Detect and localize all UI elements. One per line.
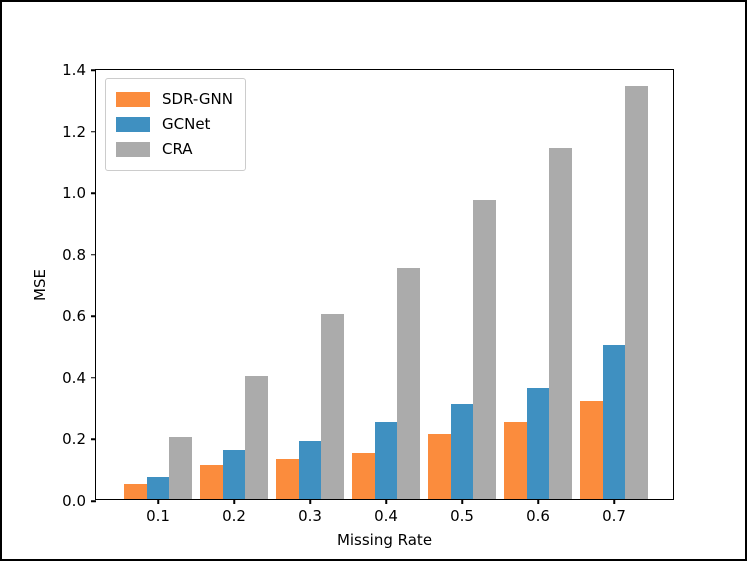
x-tick-label-0.4: 0.4: [374, 507, 398, 525]
y-tick-mark: [91, 315, 96, 318]
bar-gcnet-0.4: [374, 422, 398, 499]
x-tick-label-0.7: 0.7: [602, 507, 626, 525]
x-tick-mark: [385, 499, 387, 504]
y-tick-label-0.4: 0.4: [62, 368, 86, 387]
bar-cra-0.6: [549, 148, 573, 499]
bar-sdr-gnn-0.5: [427, 434, 451, 499]
plot-area: 0.0 0.2 0.4 0.6 0.8 1.0 1.2 1.4 0.1 0.2 0.3 0.4 0.5…: [31, 61, 674, 549]
bar-gcnet-0.7: [602, 345, 626, 499]
y-tick-mark: [91, 69, 96, 71]
x-tick-mark: [157, 499, 159, 504]
bar-sdr-gnn-0.2: [199, 465, 223, 499]
bar-sdr-gnn-0.3: [275, 458, 299, 499]
y-tick-label-0.6: 0.6: [62, 307, 86, 326]
y-tick-mark: [91, 438, 96, 441]
x-tick-mark: [537, 499, 539, 504]
legend-swatch-icon: [116, 142, 150, 157]
bar-sdr-gnn-0.4: [351, 452, 375, 499]
y-tick-label-1.2: 1.2: [62, 122, 86, 141]
legend-label: CRA: [162, 140, 193, 158]
x-tick-label-0.1: 0.1: [146, 507, 170, 525]
bar-cra-0.3: [321, 314, 345, 499]
legend-item-gcnet: GCNet: [116, 112, 233, 137]
legend-item-sdr-gnn: SDR-GNN: [116, 87, 233, 112]
bar-gcnet-0.5: [450, 403, 474, 499]
y-tick-mark: [91, 130, 96, 133]
legend-item-cra: CRA: [116, 137, 233, 162]
bar-cra-0.7: [625, 86, 649, 499]
legend-swatch-icon: [116, 117, 150, 132]
bar-cra-0.2: [245, 375, 269, 499]
bar-cra-0.1: [169, 437, 193, 499]
x-tick-mark: [309, 499, 311, 504]
y-tick-label-0.2: 0.2: [62, 430, 86, 449]
y-tick-mark: [91, 500, 96, 502]
x-tick-mark: [233, 499, 235, 504]
x-tick-label-0.3: 0.3: [298, 507, 322, 525]
y-tick-label-1.0: 1.0: [62, 184, 86, 203]
bar-gcnet-0.1: [146, 477, 170, 499]
x-tick-label-0.5: 0.5: [450, 507, 474, 525]
y-tick-label-1.4: 1.4: [62, 61, 86, 79]
bar-sdr-gnn-0.7: [579, 400, 603, 499]
legend-swatch-icon: [116, 92, 150, 107]
x-axis-label: Missing Rate: [336, 531, 433, 549]
x-tick-mark: [461, 499, 463, 504]
bar-cra-0.4: [397, 268, 421, 499]
y-axis-label: MSE: [30, 268, 49, 301]
bar-gcnet-0.3: [298, 440, 322, 499]
bar-gcnet-0.2: [222, 449, 246, 499]
y-tick-mark: [91, 377, 96, 379]
legend: SDR-GNN GCNet CRA: [105, 78, 246, 171]
x-tick-label-0.6: 0.6: [526, 507, 550, 525]
x-tick-mark: [613, 499, 615, 504]
bar-cra-0.5: [473, 200, 497, 499]
y-tick-mark: [91, 192, 96, 194]
bar-sdr-gnn-0.1: [123, 483, 147, 499]
y-tick-label-0.0: 0.0: [62, 492, 86, 510]
bar-sdr-gnn-0.6: [503, 422, 527, 499]
bar-gcnet-0.6: [526, 388, 550, 499]
y-tick-mark: [91, 253, 96, 256]
legend-label: GCNet: [162, 115, 211, 133]
legend-label: SDR-GNN: [162, 90, 233, 108]
y-tick-label-0.8: 0.8: [62, 245, 86, 264]
x-tick-label-0.2: 0.2: [222, 507, 246, 525]
